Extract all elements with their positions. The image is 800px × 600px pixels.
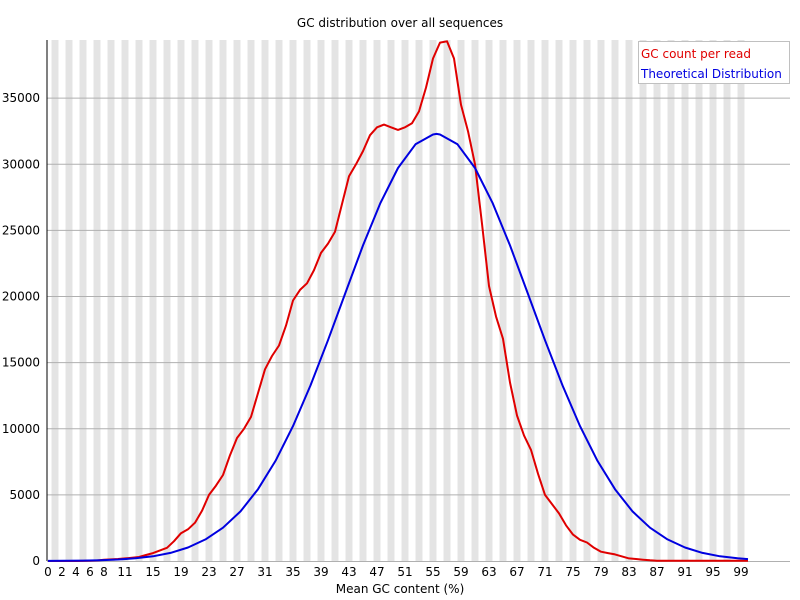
bin-stripe [681, 40, 689, 561]
bin-stripe [79, 40, 87, 561]
bin-stripe [135, 40, 143, 561]
bin-stripe [723, 40, 731, 561]
bin-stripe [443, 40, 451, 561]
bin-stripe [387, 40, 395, 561]
legend-entry-theoretical: Theoretical Distribution [641, 67, 782, 81]
y-tick-label: 35000 [2, 91, 40, 105]
bin-stripe [541, 40, 549, 561]
legend: GC count per read Theoretical Distributi… [638, 41, 790, 84]
y-tick-labels: 0 5000 10000 15000 20000 25000 30000 35000 [2, 91, 40, 568]
bin-stripe [597, 40, 605, 561]
x-tick-label: 43 [341, 565, 356, 579]
series-lines [47, 40, 749, 562]
y-tick-label: 5000 [9, 488, 40, 502]
x-tick-label: 31 [257, 565, 272, 579]
bin-stripe [177, 40, 185, 561]
y-tick-label: 15000 [2, 356, 40, 370]
bin-stripes [51, 40, 745, 561]
bin-stripe [667, 40, 675, 561]
x-tick-label: 99 [733, 565, 748, 579]
bin-stripe [121, 40, 129, 561]
bin-stripe [149, 40, 157, 561]
bin-stripe [569, 40, 577, 561]
bin-stripe [331, 40, 339, 561]
bin-stripe [639, 40, 647, 561]
x-tick-labels: 0 2 4 6 8 11 15 19 23 27 31 35 39 43 47 51 55 59 63 67 71 75 7… [44, 565, 748, 579]
x-tick-label: 35 [285, 565, 300, 579]
bin-stripe [485, 40, 493, 561]
bin-stripe [709, 40, 717, 561]
x-tick-label: 51 [397, 565, 412, 579]
y-tick-label: 0 [32, 554, 40, 568]
x-tick-label: 59 [453, 565, 468, 579]
bin-stripe [317, 40, 325, 561]
gridlines [47, 97, 790, 496]
bin-stripe [457, 40, 465, 561]
bin-stripe [555, 40, 563, 561]
x-tick-label: 55 [425, 565, 440, 579]
bin-stripe [401, 40, 409, 561]
bin-stripe [261, 40, 269, 561]
bin-stripe [583, 40, 591, 561]
y-tick-label: 10000 [2, 422, 40, 436]
bin-stripe [51, 40, 59, 561]
x-tick-label: 8 [100, 565, 108, 579]
x-tick-label: 71 [537, 565, 552, 579]
x-tick-label: 23 [201, 565, 216, 579]
bin-stripe [373, 40, 381, 561]
y-tick-label: 20000 [2, 290, 40, 304]
bin-stripe [275, 40, 283, 561]
bin-stripe [611, 40, 619, 561]
series-line-gc-count [48, 40, 748, 562]
legend-entry-gc-count: GC count per read [641, 47, 751, 61]
bin-stripe [303, 40, 311, 561]
x-tick-label: 87 [649, 565, 664, 579]
x-axis-label: Mean GC content (%) [335, 582, 465, 596]
x-tick-label: 19 [173, 565, 188, 579]
bin-stripe [625, 40, 633, 561]
bin-stripe [653, 40, 661, 561]
x-tick-label: 95 [705, 565, 720, 579]
y-tick-label: 25000 [2, 223, 40, 237]
bin-stripe [737, 40, 745, 561]
chart-title: GC distribution over all sequences [296, 16, 504, 30]
x-tick-label: 79 [593, 565, 608, 579]
bin-stripe [695, 40, 703, 561]
x-tick-label: 4 [72, 565, 80, 579]
bin-stripe [499, 40, 507, 561]
series-line-theoretical [47, 132, 749, 562]
bin-stripe [233, 40, 241, 561]
bin-stripe [345, 40, 353, 561]
bin-stripe [65, 40, 73, 561]
bin-stripe [513, 40, 521, 561]
bin-stripe [93, 40, 101, 561]
x-tick-label: 27 [229, 565, 244, 579]
bin-stripe [191, 40, 199, 561]
x-tick-label: 6 [86, 565, 94, 579]
x-tick-label: 11 [117, 565, 132, 579]
x-tick-label: 83 [621, 565, 636, 579]
x-tick-label: 63 [481, 565, 496, 579]
x-tick-label: 15 [145, 565, 160, 579]
x-tick-label: 75 [565, 565, 580, 579]
x-tick-label: 2 [58, 565, 66, 579]
x-tick-label: 91 [677, 565, 692, 579]
y-tick-label: 30000 [2, 157, 40, 171]
bin-stripe [471, 40, 479, 561]
bin-stripe [429, 40, 437, 561]
x-tick-label: 67 [509, 565, 524, 579]
bin-stripe [359, 40, 367, 561]
bin-stripe [415, 40, 423, 561]
bin-stripe [219, 40, 227, 561]
bin-stripe [205, 40, 213, 561]
x-tick-label: 0 [44, 565, 52, 579]
bin-stripe [107, 40, 115, 561]
x-tick-label: 47 [369, 565, 384, 579]
x-tick-label: 39 [313, 565, 328, 579]
bin-stripe [163, 40, 171, 561]
bin-stripe [247, 40, 255, 561]
